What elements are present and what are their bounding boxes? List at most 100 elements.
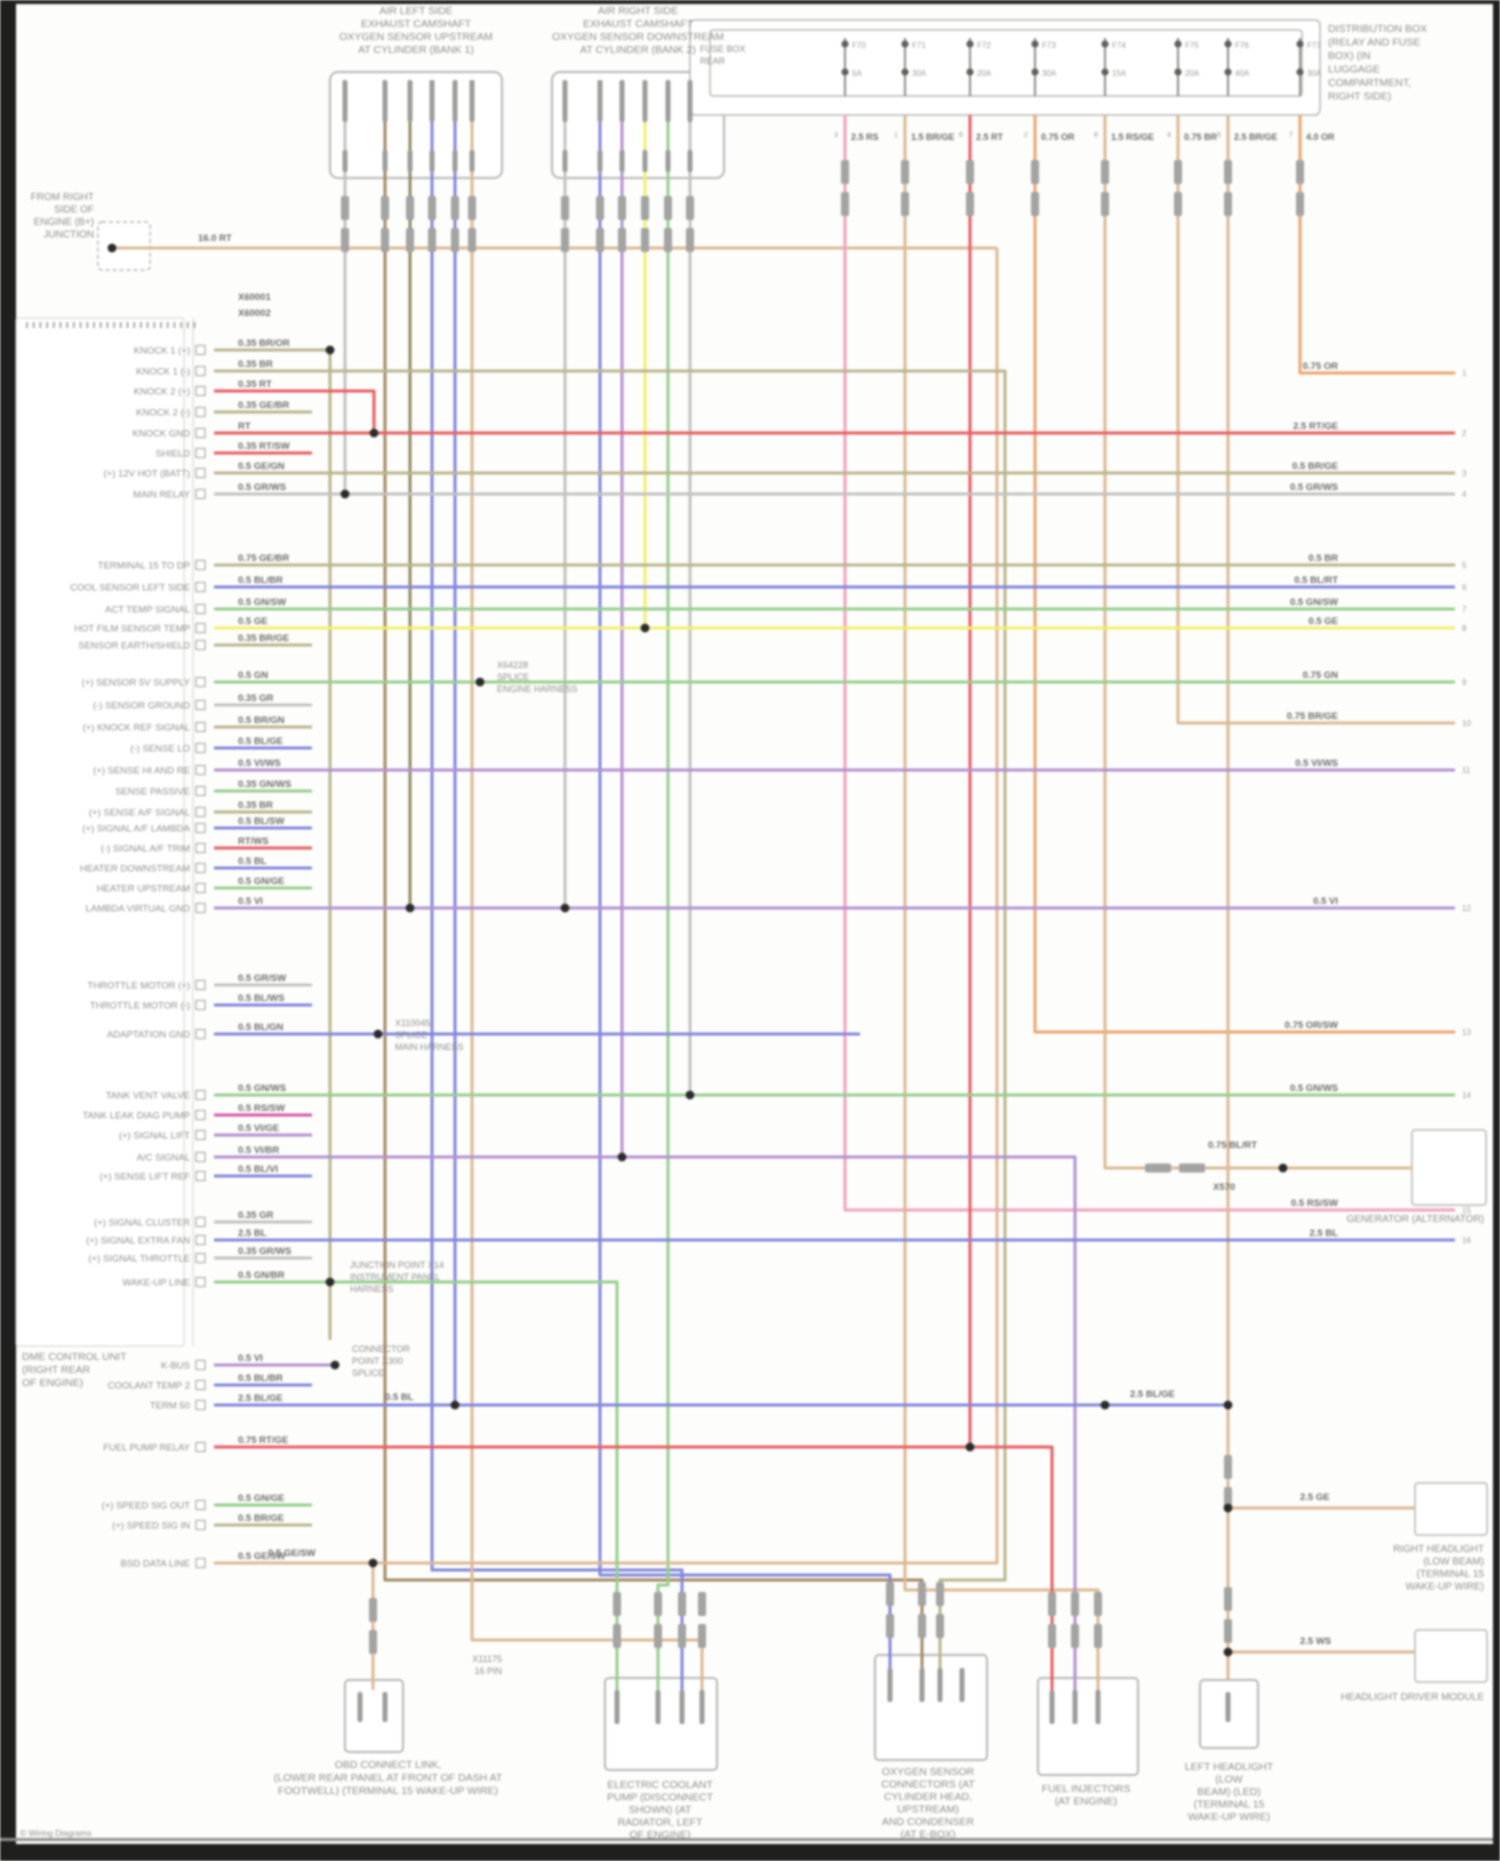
caption-line: PUMP (DISCONNECT (607, 1792, 714, 1804)
oxygen-sensor-2-box (551, 71, 725, 179)
wire-label: 0.75 OR (1041, 132, 1075, 142)
caption-line: ENGINE HARNESS (497, 684, 578, 694)
ecm-pin (195, 1379, 206, 1391)
ecm-pin-label: KNOCK 2 (+) (134, 387, 190, 398)
ecm-pin (195, 1129, 206, 1141)
wire-label: 0.5 BR/GE (238, 1513, 284, 1524)
fuse-amps: 40A (1235, 69, 1250, 78)
wire (371, 248, 999, 1690)
ecm-pin (195, 1028, 206, 1040)
ecm-pin-label: (+) SIGNAL A/F LAMBDA (82, 824, 190, 835)
ecm-pin-label: WAKE-UP LINE (122, 1278, 190, 1289)
tick-mark (79, 322, 82, 328)
wire-label: 0.5 GE (238, 616, 268, 627)
inline-connector (641, 228, 649, 252)
fuse-terminal (1101, 68, 1109, 76)
tick-mark (166, 322, 169, 328)
fuse-terminal (901, 40, 909, 48)
caption-line: AND CONDENSER (882, 1816, 975, 1828)
fuse-pin-number: 8 (1094, 130, 1098, 139)
inline-connector (664, 196, 672, 220)
caption-line: (LOW (1215, 1774, 1243, 1786)
pin (357, 1692, 363, 1722)
ecm-pin-label: (+) SPEED SIG IN (112, 1521, 190, 1532)
wire (214, 389, 376, 433)
fuse-amps: 20A (1185, 69, 1200, 78)
inline-connector (596, 196, 604, 220)
wire-label: 0.5 BL/RT (1294, 575, 1338, 586)
caption-line: FROM RIGHT (31, 192, 94, 203)
pin (699, 1690, 705, 1724)
pin (937, 1668, 943, 1702)
terminal-number: 2 (1462, 429, 1467, 438)
terminal-number: 15 (1462, 1206, 1471, 1215)
tick-mark (26, 322, 28, 328)
inline-connector (428, 228, 436, 252)
junction-dot (368, 1558, 378, 1568)
tick-mark (113, 322, 116, 328)
tick-mark (93, 322, 95, 328)
caption-line: HEADLIGHT DRIVER MODULE (1341, 1692, 1485, 1703)
wire-label: X60002 (238, 308, 271, 319)
inline-connector (1101, 160, 1109, 184)
ecm-pin (195, 1557, 206, 1569)
frame-right (1493, 0, 1500, 1861)
ecm-pin (195, 406, 206, 418)
caption-line: X64228 (497, 660, 528, 670)
ecm-pin (195, 622, 206, 634)
inline-connector (1224, 1455, 1232, 1479)
inline-connector (1094, 1592, 1102, 1616)
pin (1225, 1692, 1231, 1722)
ecm-pin-label: TERM 50 (150, 1401, 190, 1412)
tick-mark (106, 322, 109, 328)
tick-mark (66, 322, 69, 328)
ecm-pin-label: TERMINAL 15 TO DP (98, 561, 190, 572)
junction-dot (1223, 1647, 1233, 1657)
inline-connector (1101, 192, 1109, 216)
caption-line: FOOTWELL) (TERMINAL 15 WAKE-UP WIRE) (278, 1785, 498, 1797)
wire-label: 0.5 GR/WS (1290, 482, 1338, 493)
wire-label: 0.5 GR/SW (238, 973, 286, 984)
pin (382, 1692, 388, 1722)
pin (382, 80, 388, 122)
caption-line: ELECTRIC COOLANT (607, 1779, 713, 1791)
pin (429, 80, 435, 122)
fuse-terminal (1031, 40, 1039, 48)
inline-connector (1174, 160, 1182, 184)
caption-line: WAKE-UP WIRE) (1188, 1811, 1270, 1823)
pin (642, 150, 648, 172)
frame-left (0, 0, 16, 1861)
junction-dot (1223, 1400, 1233, 1410)
caption-line: OXYGEN SENSOR (882, 1766, 975, 1778)
wire (214, 369, 1007, 1668)
inline-connector (841, 192, 849, 216)
ecm-pin (195, 581, 206, 593)
wire-label: 0.75 BL/RT (1208, 1140, 1257, 1151)
ecm-pin (195, 385, 206, 397)
fuse-amps: 30A (1042, 69, 1057, 78)
inline-connector (1224, 1619, 1232, 1643)
ecm-pin-label: ACT TEMP SIGNAL (105, 605, 190, 616)
inline-connector (618, 228, 626, 252)
comp3-box (874, 1654, 988, 1761)
tick-mark (59, 322, 62, 328)
caption-line: HARNESS (350, 1284, 394, 1294)
caption-line: (AT E-BOX) (900, 1829, 955, 1841)
caption-line: JUNCTION POINT X14 (350, 1260, 444, 1270)
caption-line: WAKE-UP WIRE) (1406, 1582, 1484, 1593)
ecm-pin-label: (+) 12V HOT (BATT) (104, 469, 190, 480)
headlight-module-box (1414, 1629, 1488, 1683)
inline-connector (901, 160, 909, 184)
inline-connector (428, 196, 436, 220)
wire-label: 0.5 BL/GE (238, 736, 283, 747)
ecm-pin (195, 1519, 206, 1531)
pin (452, 150, 458, 172)
terminal-number: 5 (1462, 561, 1467, 570)
pin (619, 150, 625, 172)
wire-label: 2.5 BL/GE (238, 1393, 283, 1404)
terminal-number: 14 (1462, 1091, 1471, 1100)
wire-label: 0.5 BL (238, 856, 267, 867)
ecm-pin (195, 1252, 206, 1264)
wire-label: 0.5 VI (1313, 896, 1338, 907)
inline-connector (654, 1592, 662, 1616)
